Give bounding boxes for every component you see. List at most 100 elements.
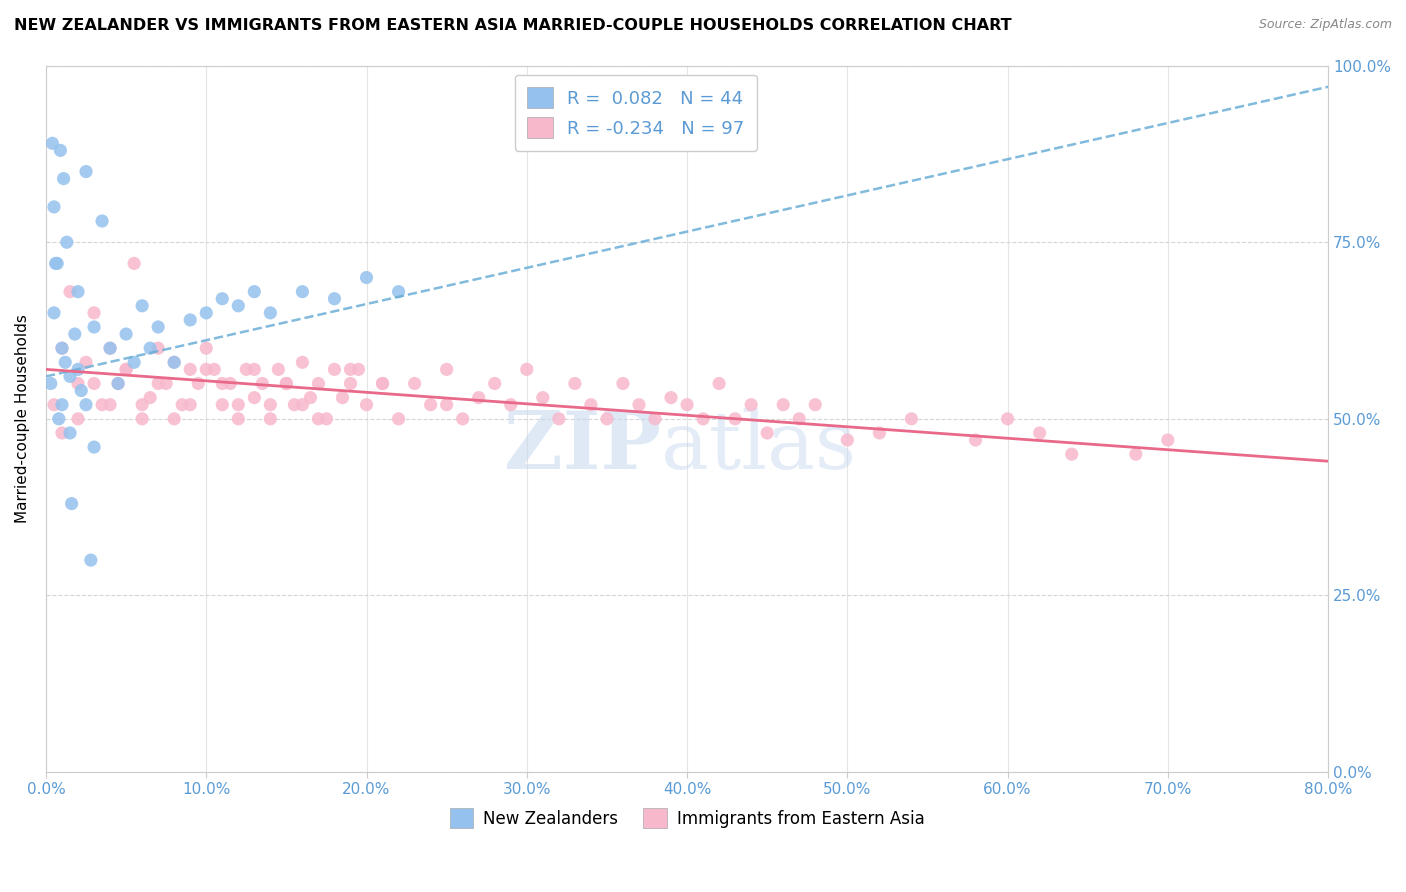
Point [51,341,73,355]
Point [724,412,747,426]
Point [347,362,370,376]
Point [39,376,62,391]
Point [122,355,145,369]
Point [339,376,361,391]
Point [291,355,314,369]
Point [1060,447,1083,461]
Point [80,553,103,567]
Point [59,425,82,440]
Point [59,369,82,384]
Point [53,355,76,369]
Point [163,355,186,369]
Point [45,256,67,270]
Point [131,398,153,412]
Point [131,412,153,426]
Point [195,341,218,355]
Point [66,376,89,391]
Point [612,376,634,391]
Point [499,398,522,412]
Point [107,376,129,391]
Point [259,306,281,320]
Point [163,412,186,426]
Point [66,362,89,376]
Point [83,440,105,454]
Point [339,362,361,376]
Point [267,362,290,376]
Point [404,376,426,391]
Point [46,256,69,270]
Point [299,391,322,405]
Point [56,235,79,250]
Point [436,362,458,376]
Point [1157,433,1180,447]
Point [63,326,86,341]
Point [187,376,209,391]
Point [131,299,153,313]
Point [66,412,89,426]
Text: atlas: atlas [661,408,856,486]
Point [659,391,682,405]
Point [516,362,538,376]
Point [146,376,169,391]
Point [627,398,650,412]
Point [692,412,714,426]
Point [146,320,169,334]
Point [547,412,569,426]
Point [146,341,169,355]
Point [60,497,83,511]
Point [51,425,73,440]
Point [596,412,619,426]
Point [1028,425,1050,440]
Point [323,292,346,306]
Text: NEW ZEALANDER VS IMMIGRANTS FROM EASTERN ASIA MARRIED-COUPLE HOUSEHOLDS CORRELAT: NEW ZEALANDER VS IMMIGRANTS FROM EASTERN… [14,18,1012,33]
Point [307,412,329,426]
Point [48,412,70,426]
Point [98,398,121,412]
Point [122,256,145,270]
Point [787,412,810,426]
Point [772,398,794,412]
Point [83,320,105,334]
Point [75,164,97,178]
Point [163,355,186,369]
Point [740,398,762,412]
Point [307,376,329,391]
Point [52,171,75,186]
Point [356,270,378,285]
Point [756,425,779,440]
Point [259,398,281,412]
Point [219,376,242,391]
Point [252,376,274,391]
Point [371,376,394,391]
Point [387,412,409,426]
Point [179,362,201,376]
Point [115,326,138,341]
Point [75,398,97,412]
Point [226,398,249,412]
Point [49,144,72,158]
Point [195,306,218,320]
Point [226,299,249,313]
Point [291,285,314,299]
Point [387,285,409,299]
Point [243,285,266,299]
Point [51,341,73,355]
Point [98,341,121,355]
Point [107,376,129,391]
Point [202,362,225,376]
Point [276,376,298,391]
Point [41,136,63,151]
Point [676,398,699,412]
Point [332,391,354,405]
Point [965,433,987,447]
Point [451,412,474,426]
Point [707,376,730,391]
Point [115,362,138,376]
Point [139,391,162,405]
Point [1125,447,1147,461]
Point [436,398,458,412]
Point [804,398,827,412]
Point [579,398,602,412]
Point [66,285,89,299]
Point [75,355,97,369]
